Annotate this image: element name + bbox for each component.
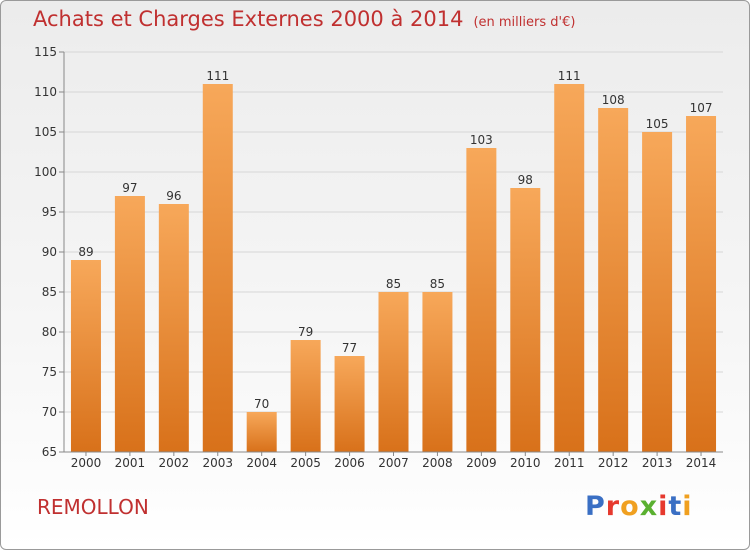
bar [642, 132, 673, 452]
y-axis: 65 70 75 80 85 90 95 100 105 110 115 [34, 45, 65, 459]
y-tick-label: 105 [34, 125, 57, 139]
data-label: 85 [386, 277, 401, 291]
data-label: 111 [558, 69, 581, 83]
bar [554, 84, 585, 452]
x-tick-label: 2011 [554, 456, 585, 470]
y-tick-label: 115 [34, 45, 57, 59]
x-tick-label: 2002 [159, 456, 190, 470]
x-tick-label: 2008 [422, 456, 453, 470]
bar [598, 108, 629, 452]
x-tick-label: 2001 [115, 456, 146, 470]
bar [290, 340, 321, 452]
data-label: 70 [254, 397, 269, 411]
y-tick-label: 110 [34, 85, 57, 99]
bar [70, 260, 101, 452]
x-tick-label: 2009 [466, 456, 497, 470]
x-tick-label: 2004 [246, 456, 277, 470]
data-label: 85 [430, 277, 445, 291]
x-tick-label: 2010 [510, 456, 541, 470]
logo-letter: x [639, 491, 659, 522]
bar [334, 356, 365, 452]
logo-letter: t [668, 491, 683, 522]
y-tick-label: 70 [42, 405, 57, 419]
x-tick-label: 2006 [334, 456, 365, 470]
bar [114, 196, 145, 452]
y-tick-label: 75 [42, 365, 57, 379]
data-label: 103 [470, 133, 493, 147]
bar [202, 84, 233, 452]
data-label: 107 [690, 101, 713, 115]
bar [422, 292, 453, 452]
data-label: 79 [298, 325, 313, 339]
x-tick-label: 2007 [378, 456, 409, 470]
data-label: 111 [206, 69, 229, 83]
logo-letter: i [682, 491, 693, 522]
bar [686, 116, 717, 452]
y-tick-label: 85 [42, 285, 57, 299]
bar [466, 148, 497, 452]
logo-letter: r [605, 491, 621, 522]
y-tick-label: 80 [42, 325, 57, 339]
y-tick-label: 65 [42, 445, 57, 459]
title-unit: (en milliers d'€) [473, 15, 576, 30]
bar [510, 188, 541, 452]
data-label: 77 [342, 341, 357, 355]
x-tick-label: 2012 [598, 456, 629, 470]
data-label: 108 [602, 93, 625, 107]
x-tick-label: 2003 [202, 456, 233, 470]
data-label: 96 [166, 189, 181, 203]
logo-letter: o [620, 491, 640, 522]
bar [158, 204, 189, 452]
data-label: 89 [78, 245, 93, 259]
x-axis: 2000 2001 2002 2003 2004 2005 2006 2007 2008 2009… [64, 451, 723, 470]
x-tick-label: 2005 [290, 456, 321, 470]
logo-letter: i [658, 491, 669, 522]
data-label: 97 [122, 181, 137, 195]
bars [70, 84, 717, 452]
chart-title: Achats et Charges Externes 2000 à 2014 (e… [33, 7, 575, 31]
y-tick-label: 100 [34, 165, 57, 179]
data-label: 98 [518, 173, 533, 187]
title-text: Achats et Charges Externes 2000 à 2014 [33, 7, 464, 31]
y-tick-label: 90 [42, 245, 57, 259]
logo-letter: P [585, 491, 606, 522]
x-tick-label: 2000 [71, 456, 102, 470]
bar [246, 412, 277, 452]
data-labels: 89 97 96 111 70 79 77 85 85 103 98 111 108 105 107 [78, 69, 712, 411]
proxiti-logo: Proxiti [585, 491, 693, 522]
x-tick-label: 2014 [686, 456, 717, 470]
commune-name: REMOLLON [37, 495, 149, 519]
bar [378, 292, 409, 452]
x-tick-label: 2013 [642, 456, 673, 470]
y-tick-label: 95 [42, 205, 57, 219]
data-label: 105 [646, 117, 669, 131]
